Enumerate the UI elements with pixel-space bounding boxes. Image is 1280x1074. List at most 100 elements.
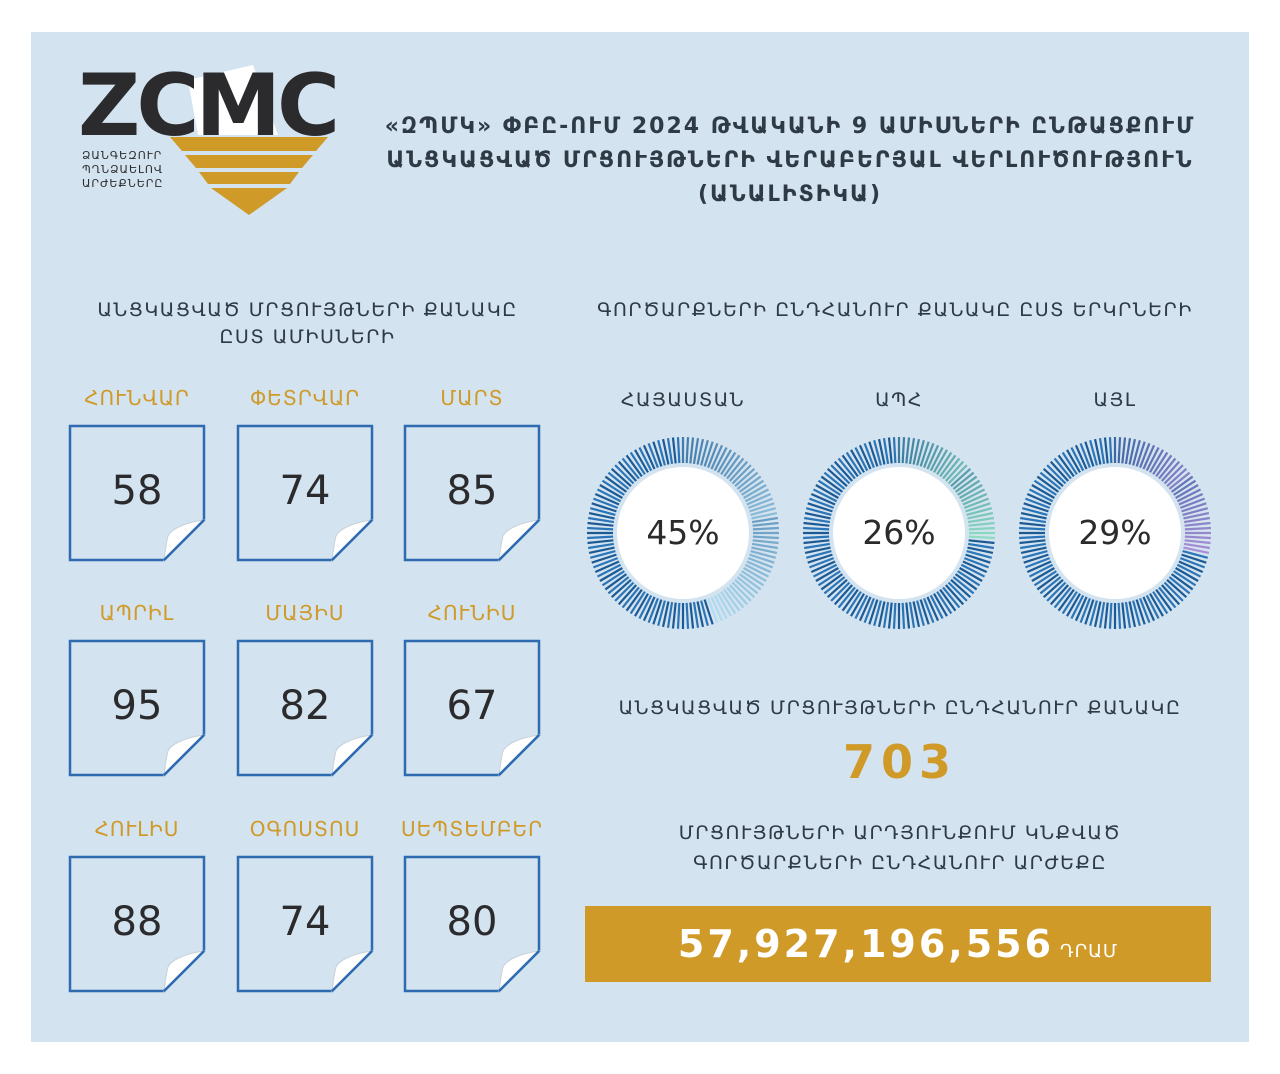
donut-tick-rest xyxy=(1098,438,1106,465)
donut-tick-share xyxy=(751,542,778,550)
title-line: (ԱՆԱԼԻՏԻԿԱ) xyxy=(697,182,883,207)
donut-tick-share xyxy=(747,497,774,509)
donut-tick-rest xyxy=(1163,581,1184,602)
donut-tick-share xyxy=(707,442,719,469)
donut-tick-share xyxy=(923,442,935,469)
donut-tick-share xyxy=(746,492,772,506)
donut-tick-share xyxy=(1121,437,1127,464)
donut-tick-share xyxy=(720,451,737,475)
donut-tick-share xyxy=(1132,439,1141,466)
donut-tick-rest xyxy=(1098,601,1106,628)
donut-tick-rest xyxy=(625,588,643,612)
donut-tick-rest xyxy=(815,567,839,582)
donut-tick-share xyxy=(947,464,968,485)
donut-tick-share xyxy=(919,441,930,467)
donut-tick-rest xyxy=(652,441,663,467)
month-count: 67 xyxy=(446,683,498,729)
donut-tick-rest xyxy=(877,601,886,628)
donut-tick-rest xyxy=(703,599,714,625)
donut-tick-share xyxy=(738,475,762,493)
donut-tick-share xyxy=(752,526,779,531)
donut-tick-rest xyxy=(868,599,879,625)
donut-tick-share xyxy=(749,502,775,513)
donut-tick-share xyxy=(729,460,749,482)
donut-tick-rest xyxy=(1046,464,1067,485)
donut-tick-share xyxy=(1135,441,1146,467)
donut-tick-rest xyxy=(629,451,646,475)
donut-tick-share xyxy=(905,437,911,464)
donut-tick-rest xyxy=(657,439,666,466)
donut-tick-share xyxy=(926,444,940,470)
donut-tick-share xyxy=(744,563,770,578)
donut-tick-rest xyxy=(676,602,681,629)
donut-tick-share xyxy=(751,516,778,524)
donut-tick-rest xyxy=(657,600,666,627)
donut-tick-rest xyxy=(945,584,965,606)
donut-tick-share xyxy=(954,475,978,493)
donut-tick-share xyxy=(752,521,779,527)
donut-tick-rest xyxy=(591,553,617,564)
donut-tick-share xyxy=(968,535,995,540)
donut-tick-rest xyxy=(837,457,856,480)
donut-tick-rest xyxy=(588,542,615,550)
donut-tick-rest xyxy=(817,570,841,587)
donut-tick-share xyxy=(952,471,975,490)
donut-tick-share xyxy=(703,441,714,467)
donut-tick-rest xyxy=(1028,563,1054,578)
total-count-value: 703 xyxy=(842,735,958,789)
donut-tick-share xyxy=(1117,437,1122,464)
donut-tick-rest xyxy=(1084,441,1095,467)
month-label: ՀՈՒՆԻՍ xyxy=(427,601,517,625)
donut-tick-rest xyxy=(804,542,831,550)
donut-tick-rest xyxy=(1128,601,1137,628)
donut-tick-rest xyxy=(957,570,981,587)
donut-tick-rest xyxy=(1149,593,1164,617)
donut-tick-rest xyxy=(923,597,935,624)
donut-tick-rest xyxy=(1084,599,1095,625)
donut-tick-rest xyxy=(1175,567,1199,582)
donut-tick-rest xyxy=(671,602,677,629)
donut-tick-rest xyxy=(1181,553,1207,564)
donut-tick-rest xyxy=(1021,550,1048,559)
donut-tick-share xyxy=(929,446,944,472)
donut-tick-share xyxy=(939,454,957,478)
donut-tick-share xyxy=(723,588,741,612)
donut-tick-rest xyxy=(599,484,623,499)
donut-tick-rest xyxy=(1049,460,1069,482)
donut-tick-rest xyxy=(803,521,830,527)
donut-ring xyxy=(587,437,779,629)
donut-tick-rest xyxy=(1031,567,1055,582)
donut-tick-rest xyxy=(647,442,659,469)
month-card: 88 xyxy=(68,855,206,993)
donut-tick-rest xyxy=(594,492,620,506)
donut-tick-rest xyxy=(808,497,835,509)
donut-tick-rest xyxy=(1061,451,1078,475)
logo-triangle-icon xyxy=(170,65,328,215)
donut-tick-share xyxy=(1175,484,1199,499)
donut-tick-rest xyxy=(1028,488,1054,503)
donut-tick-rest xyxy=(804,546,831,555)
donut-tick-rest xyxy=(1179,557,1206,569)
donut-tick-rest xyxy=(692,601,700,628)
donut-tick-rest xyxy=(587,526,614,531)
donut-tick-rest xyxy=(863,597,875,624)
donut-tick-share xyxy=(685,437,690,464)
donut-tick-rest xyxy=(1046,581,1067,602)
donut-tick-share xyxy=(967,511,994,520)
donut-tick-rest xyxy=(596,488,622,503)
donut-tick-rest xyxy=(854,446,869,472)
donut-tick-rest xyxy=(685,602,690,629)
donut-tick-rest xyxy=(1023,502,1049,513)
donut-tick-rest xyxy=(1079,442,1091,469)
donut-tick-rest xyxy=(592,557,619,569)
donut-tick-rest xyxy=(965,553,991,564)
month-count: 82 xyxy=(279,683,331,729)
page-curl-icon xyxy=(403,639,541,777)
donut-tick-rest xyxy=(588,511,615,520)
donut-tick-rest xyxy=(1024,557,1051,569)
donut-tick-share xyxy=(1179,497,1206,509)
donut-tick-rest xyxy=(812,563,838,578)
donut-tick-rest xyxy=(1182,550,1209,559)
donut-tick-rest xyxy=(1121,602,1127,629)
donut-tick-share xyxy=(1183,542,1210,550)
